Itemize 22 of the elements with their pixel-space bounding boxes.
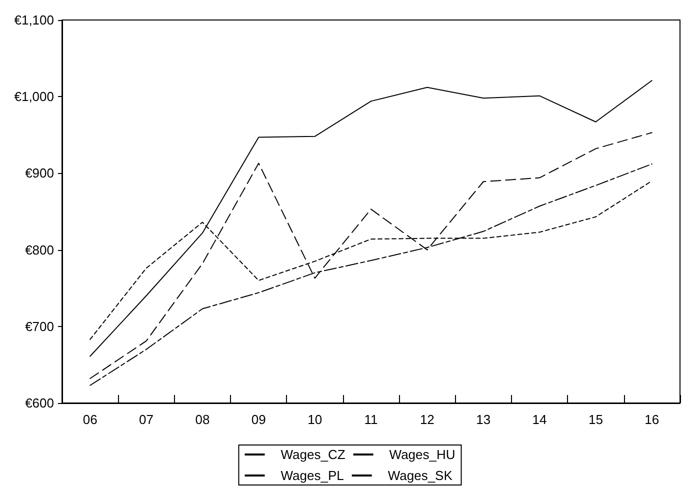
x-tick-label: 16 xyxy=(644,412,660,427)
y-tick-label: €700 xyxy=(25,318,54,334)
y-tick-label: €1,100 xyxy=(14,12,54,28)
y-tick-label: €900 xyxy=(25,166,54,181)
y-tick-label: €600 xyxy=(25,396,54,410)
legend-label: Wages_PL xyxy=(280,468,344,483)
x-tick-label: 14 xyxy=(532,412,547,427)
legend-label: Wages_CZ xyxy=(280,447,346,462)
x-tick-label: 13 xyxy=(476,412,491,427)
x-tick-label: 15 xyxy=(588,412,603,427)
x-tick-label: 07 xyxy=(139,412,154,427)
y-tick-label: €1,000 xyxy=(14,89,54,104)
legend-label: Wages_HU xyxy=(389,447,456,462)
x-tick-label: 06 xyxy=(82,412,98,427)
line-series xyxy=(90,80,652,357)
x-tick-label: 10 xyxy=(308,412,322,427)
legend-label: Wages_SK xyxy=(388,468,453,483)
x-tick-label: 12 xyxy=(420,412,434,427)
x-tick-label: 09 xyxy=(251,412,266,427)
x-tick-label: 08 xyxy=(195,412,210,427)
y-tick-label: €800 xyxy=(25,242,54,258)
x-tick-label: 11 xyxy=(364,412,378,427)
